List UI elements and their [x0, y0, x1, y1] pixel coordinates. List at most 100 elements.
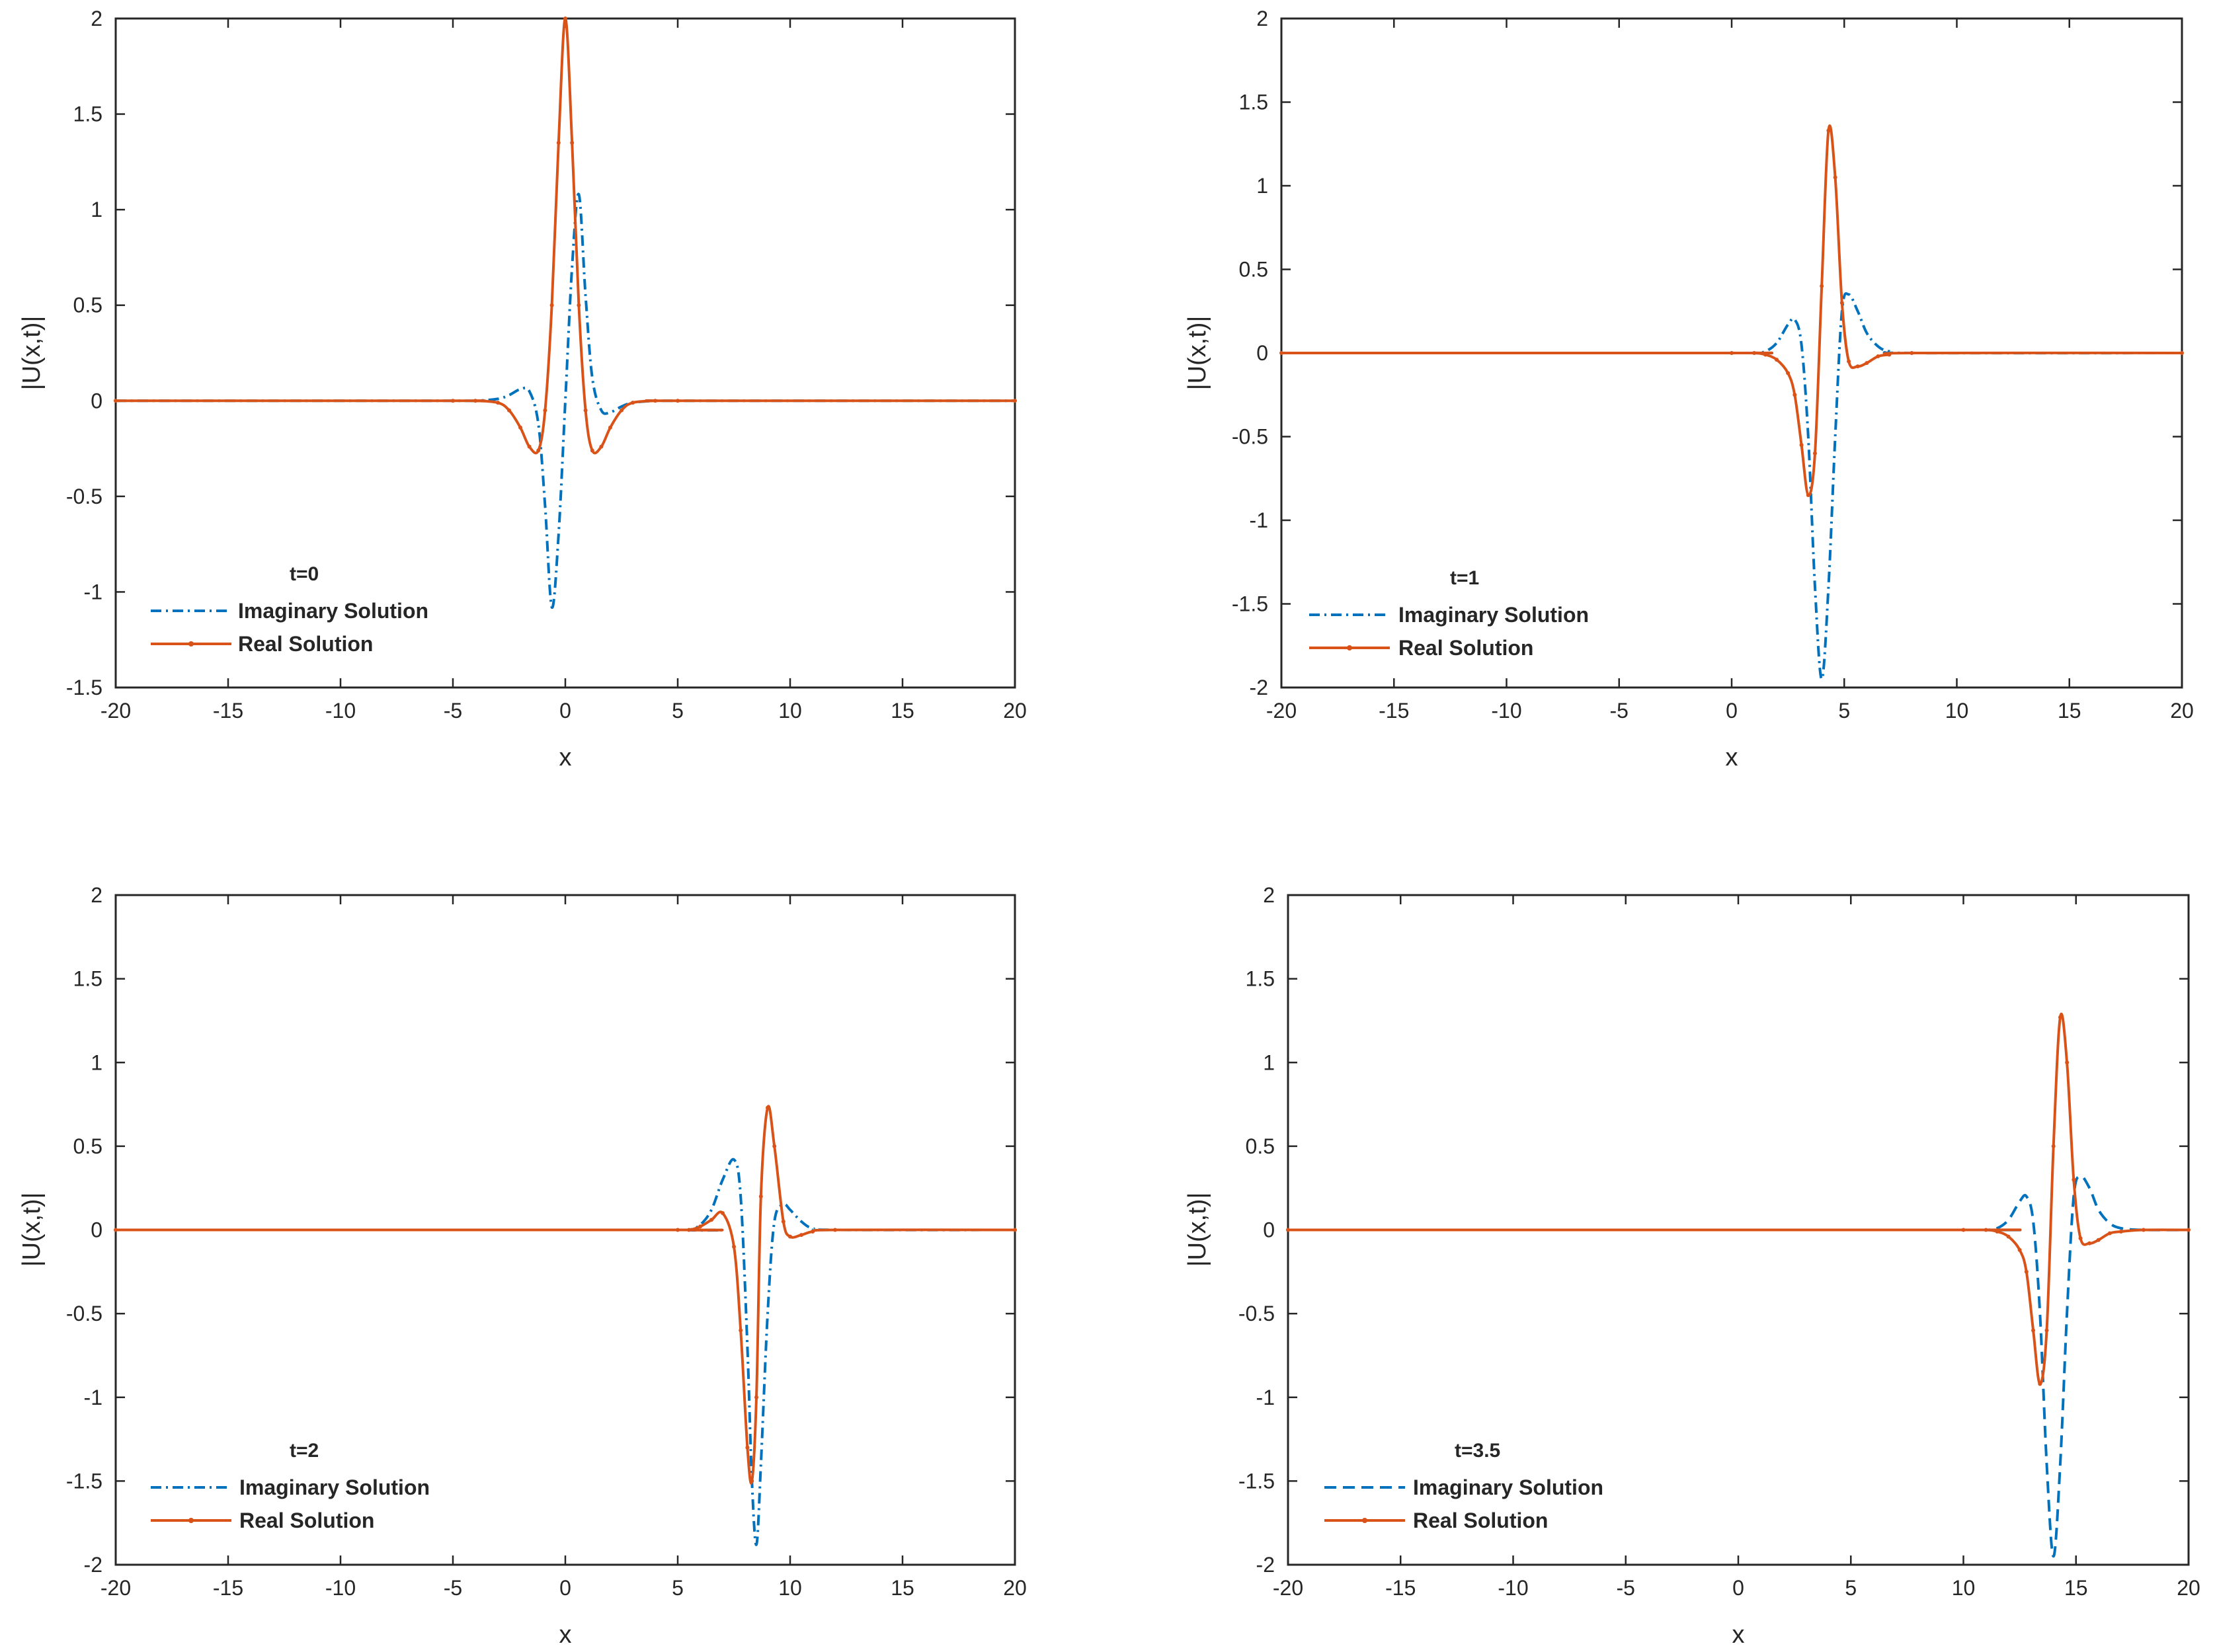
x-tick-label: 5 — [1845, 1576, 1857, 1600]
y-axis-label: |U(x,t)| — [18, 1193, 46, 1267]
real-solution-point — [1799, 443, 1804, 448]
real-solution-point — [1752, 351, 1757, 355]
real-solution-point — [599, 444, 604, 449]
y-tick-label: -0.5 — [1232, 425, 1268, 449]
real-solution-point — [1013, 1228, 1017, 1232]
x-tick-label: 0 — [1732, 1576, 1744, 1600]
y-tick-label: 0 — [91, 389, 102, 413]
real-solution-point — [745, 1445, 750, 1450]
y-tick-label: 2 — [1263, 883, 1275, 907]
y-tick-label: 0 — [1256, 341, 1268, 365]
subplot-t-2: -20 -15 -10 -5 0 5 10 15 20 -2 -1.5 -1 -0.5 0 0.5 1 1.5 2… — [18, 883, 1027, 1649]
x-tick-label: -5 — [444, 1576, 462, 1600]
legend-real-label: Real Solution — [239, 1509, 374, 1532]
real-solution-point — [833, 1228, 837, 1232]
x-tick-label: -10 — [1498, 1576, 1528, 1600]
y-tick-label: -0.5 — [66, 1302, 102, 1325]
subplot-t-0: -20 -15 -10 -5 0 5 10 15 20 -1.5 -1 -0.5 0 0.5 1 1.5 2 x… — [18, 7, 1027, 771]
real-solution-point — [2180, 351, 2184, 355]
real-solution-point — [1887, 352, 1892, 357]
real-solution-line — [1281, 124, 2183, 497]
real-solution-point — [527, 444, 532, 449]
y-axis-label: |U(x,t)| — [1184, 1193, 1211, 1267]
y-tick-label: -1 — [1250, 508, 1268, 532]
y-tick-label: 0 — [1263, 1218, 1275, 1242]
x-tick-label: 10 — [1945, 699, 1969, 723]
x-tick-label: -15 — [1385, 1576, 1416, 1600]
time-annotation: t=1 — [1450, 567, 1479, 589]
x-tick-label: -5 — [444, 699, 462, 723]
y-tick-label: -2 — [1250, 676, 1268, 699]
real-solution-point — [799, 1233, 803, 1238]
legend-real-marker — [1347, 645, 1352, 650]
real-solution-point — [732, 1244, 736, 1249]
real-solution-point — [451, 399, 455, 403]
x-axis-label: x — [559, 1621, 572, 1649]
x-axis-label: x — [1726, 744, 1738, 771]
x-tick-label: -10 — [1491, 699, 1521, 723]
real-solution-point — [2187, 1228, 2191, 1232]
y-tick-label: 1 — [91, 1050, 102, 1074]
real-solution-point — [1279, 351, 1283, 355]
y-tick-label: 0.5 — [73, 1134, 102, 1158]
y-tick-label: 0.5 — [1246, 1134, 1275, 1158]
x-tick-label: -15 — [213, 1576, 243, 1600]
ticks: -20 -15 -10 -5 0 5 10 15 20 -2 -1.5 -1 -0.5 0 0.5 1 1.5 2 — [1232, 7, 2194, 723]
y-tick-label: -1.5 — [1238, 1469, 1275, 1493]
ticks: -20 -15 -10 -5 0 5 10 15 20 -2 -1.5 -1 -0.5 0 0.5 1 1.5 2 — [66, 883, 1027, 1600]
real-solution-point — [2031, 1328, 2036, 1333]
legend: Imaginary Solution Real Solution — [151, 1475, 430, 1532]
y-tick-label: -0.5 — [1238, 1302, 1275, 1325]
real-solution-point — [496, 401, 500, 405]
real-solution-point — [1763, 352, 1768, 357]
x-tick-label: 0 — [1726, 699, 1738, 723]
real-solution-point — [1995, 1230, 1999, 1234]
y-axis-label: |U(x,t)| — [1184, 316, 1211, 391]
x-tick-label: 10 — [778, 1576, 802, 1600]
real-solution-point — [1910, 351, 1914, 355]
x-tick-label: -15 — [1379, 699, 1409, 723]
real-solution-point — [570, 140, 575, 145]
real-solution-point — [1792, 393, 1797, 397]
real-solution-point — [2072, 1177, 2076, 1182]
legend-imaginary-label: Imaginary Solution — [238, 599, 428, 623]
y-tick-label: -1 — [84, 580, 102, 604]
x-tick-label: -5 — [1610, 699, 1629, 723]
subplot-t-1: -20 -15 -10 -5 0 5 10 15 20 -2 -1.5 -1 -0.5 0 0.5 1 1.5 2… — [1184, 7, 2194, 771]
y-tick-label: 2 — [91, 883, 102, 907]
real-solution-point — [608, 425, 612, 430]
real-solution-point — [1730, 351, 1734, 355]
x-tick-label: -10 — [325, 1576, 356, 1600]
real-solution-point — [1013, 399, 1017, 403]
x-tick-label: -5 — [1617, 1576, 1635, 1600]
real-solution-point — [2044, 1328, 2049, 1333]
real-solution-point — [2107, 1231, 2112, 1236]
real-solution-point — [1820, 284, 1824, 288]
y-tick-label: 1 — [1256, 174, 1268, 198]
curves — [1279, 124, 2184, 681]
time-annotation: t=2 — [290, 1440, 319, 1462]
real-solution-point — [1833, 175, 1837, 180]
real-solution-point — [114, 1228, 118, 1232]
real-solution-point — [2051, 1144, 2056, 1148]
real-solution-point — [2078, 1236, 2083, 1241]
y-tick-label: -1 — [84, 1386, 102, 1409]
real-solution-point — [2087, 1241, 2092, 1245]
y-tick-label: -2 — [84, 1553, 102, 1577]
real-solution-point — [772, 1144, 777, 1148]
real-solution-point — [518, 425, 522, 430]
real-solution-point — [653, 399, 657, 403]
x-tick-label: 20 — [1003, 1576, 1027, 1600]
real-solution-point — [788, 1234, 792, 1239]
x-tick-label: 15 — [891, 1576, 914, 1600]
x-tick-label: -20 — [101, 1576, 131, 1600]
real-solution-point — [1865, 361, 1869, 366]
real-solution-point — [2141, 1228, 2146, 1232]
subplot-t-3-5: -20 -15 -10 -5 0 5 10 15 20 -2 -1.5 -1 -0.5 0 0.5 1 1.5 2… — [1184, 883, 2200, 1649]
legend-real-label: Real Solution — [238, 632, 373, 656]
real-solution-point — [766, 1105, 770, 1110]
real-solution-point — [1806, 493, 1810, 498]
real-solution-point — [631, 401, 635, 405]
legend-real-marker — [1362, 1518, 1367, 1523]
ticks: -20 -15 -10 -5 0 5 10 15 20 -2 -1.5 -1 -0.5 0 0.5 1 1.5 2 — [1238, 883, 2200, 1600]
